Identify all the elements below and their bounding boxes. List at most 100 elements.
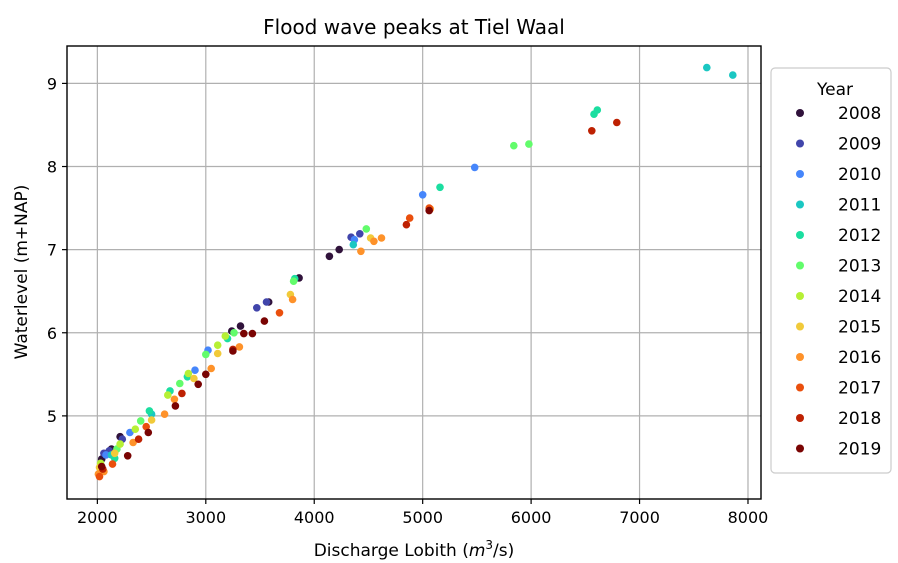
legend-label-2014: 2014 [838, 287, 881, 307]
data-point-2019 [171, 402, 180, 410]
y-axis-label: Waterlevel (m+NAP) [12, 185, 32, 360]
legend-marker-2018 [796, 414, 804, 422]
data-point-2016 [377, 234, 386, 242]
data-point-2019 [144, 428, 153, 437]
y-tick-label: 9 [47, 74, 57, 93]
x-tick-label: 3000 [185, 508, 226, 527]
data-point-2009 [262, 298, 271, 306]
data-point-2018 [178, 389, 186, 398]
data-point-2010 [470, 163, 479, 172]
data-point-2017 [108, 460, 117, 468]
data-point-2019 [248, 329, 257, 338]
data-point-2019 [194, 380, 202, 389]
y-tick-label: 7 [47, 241, 57, 260]
data-point-2016 [207, 364, 215, 373]
data-point-2008 [325, 252, 334, 261]
data-point-2013 [136, 417, 145, 425]
data-points [94, 63, 737, 481]
y-tick-label: 6 [47, 324, 57, 343]
data-point-2014 [213, 341, 222, 350]
x-tick-label: 7000 [619, 508, 660, 527]
data-point-2012 [436, 183, 444, 192]
data-point-2012 [593, 106, 602, 114]
data-point-2013 [202, 350, 210, 359]
data-point-2018 [588, 127, 596, 135]
data-point-2015 [110, 449, 119, 458]
data-point-2017 [95, 472, 104, 481]
data-point-2018 [134, 435, 143, 444]
legend-label-2016: 2016 [838, 348, 881, 368]
legend-label-2009: 2009 [838, 135, 881, 155]
legend-marker-2012 [796, 231, 804, 239]
x-tick-label: 4000 [294, 508, 335, 527]
data-point-2017 [275, 309, 284, 317]
legend-marker-2019 [796, 444, 804, 453]
data-point-2015 [147, 416, 156, 424]
legend-marker-2015 [796, 322, 804, 331]
data-point-2018 [613, 118, 621, 127]
data-point-2013 [289, 277, 298, 286]
x-tick-label: 5000 [402, 508, 443, 527]
legend-label-2012: 2012 [838, 226, 881, 246]
data-point-2009 [356, 230, 364, 238]
data-point-2013 [230, 329, 238, 337]
data-point-2013 [176, 379, 184, 388]
data-point-2018 [402, 220, 411, 229]
legend-marker-2008 [796, 109, 804, 117]
legend-marker-2011 [796, 200, 804, 209]
plot-area [66, 45, 762, 500]
data-point-2019 [229, 347, 237, 355]
legend-label-2019: 2019 [838, 440, 881, 460]
data-point-2016 [129, 438, 137, 447]
legend-label-2010: 2010 [838, 165, 881, 185]
data-point-2012 [145, 407, 154, 415]
legend-label-2011: 2011 [838, 196, 881, 216]
data-point-2019 [123, 452, 132, 460]
data-point-2010 [102, 451, 110, 459]
data-point-2016 [370, 237, 378, 246]
data-point-2014 [221, 332, 230, 340]
data-point-2016 [235, 343, 244, 351]
data-point-2013 [510, 141, 518, 150]
gridlines [67, 46, 761, 499]
data-point-2017 [405, 214, 414, 222]
data-point-2011 [729, 71, 737, 79]
data-point-2011 [349, 240, 358, 249]
data-point-2009 [252, 304, 261, 312]
data-point-2013 [362, 225, 371, 233]
legend-items: 2008 2009 2010 2011 2012 2013 2014 2015 2016 2017… [796, 104, 881, 460]
data-point-2015 [213, 349, 222, 358]
legend-label-2018: 2018 [838, 409, 881, 429]
legend: Year 2008 2009 2010 2011 2012 2013 2014 2015 201… [770, 67, 892, 474]
legend-label-2017: 2017 [838, 379, 881, 399]
data-point-2016 [357, 247, 365, 256]
legend-label-2008: 2008 [838, 104, 881, 124]
x-axis-label: Discharge Lobith (m3/s) [314, 538, 515, 561]
data-point-2017 [142, 422, 150, 431]
data-point-2014 [116, 440, 124, 448]
data-point-2008 [236, 322, 245, 330]
legend-marker-2014 [796, 292, 804, 300]
y-tick-label: 8 [47, 158, 57, 177]
x-tick-label: 6000 [511, 508, 552, 527]
data-point-2019 [240, 329, 248, 338]
data-point-2019 [202, 370, 210, 379]
x-tick-label: 8000 [728, 508, 769, 527]
legend-title: Year [816, 80, 853, 100]
data-point-2014 [131, 425, 140, 434]
data-point-2014 [184, 369, 193, 378]
y-tick-label: 5 [47, 407, 57, 426]
data-point-2014 [164, 391, 172, 399]
chart-title: Flood wave peaks at Tiel Waal [263, 15, 565, 39]
legend-box [770, 67, 892, 474]
legend-marker-2010 [796, 170, 804, 178]
data-point-2008 [335, 245, 344, 254]
data-point-2019 [97, 462, 106, 471]
legend-marker-2017 [796, 383, 804, 392]
legend-marker-2016 [796, 353, 804, 361]
legend-marker-2009 [796, 139, 804, 148]
data-point-2016 [160, 410, 169, 419]
data-point-2019 [260, 317, 269, 325]
data-point-2016 [288, 295, 297, 304]
